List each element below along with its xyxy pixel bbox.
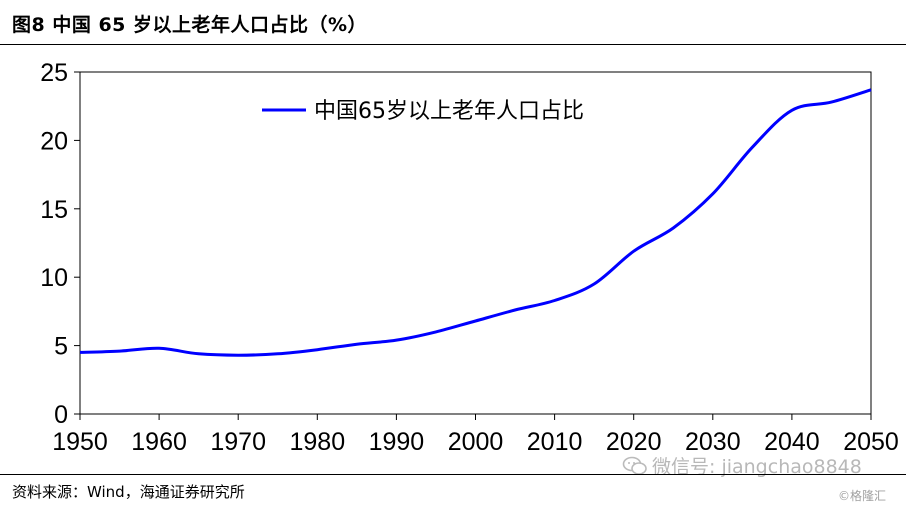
legend-label: 中国65岁以上老年人口占比 xyxy=(314,99,584,124)
wechat-icon xyxy=(622,456,647,475)
title-divider xyxy=(0,44,906,45)
x-tick-label: 1960 xyxy=(131,428,187,456)
line-chart: 0 5 10 15 20 25 1950 1960 1970 1980 1990 2000 2010 20… xyxy=(40,59,899,456)
y-tick-label: 20 xyxy=(40,127,68,155)
y-tick-label: 5 xyxy=(54,333,68,361)
x-tick-label: 2000 xyxy=(448,428,504,456)
x-tick-label: 1970 xyxy=(210,428,266,456)
x-tick-label: 2040 xyxy=(764,428,820,456)
wechat-watermark: 微信号: jiangchao8848 xyxy=(622,452,862,479)
x-tick-label: 1950 xyxy=(52,428,108,456)
x-tick-label: 2030 xyxy=(685,428,741,456)
x-tick-label: 2020 xyxy=(606,428,662,456)
x-tick-label: 2010 xyxy=(527,428,583,456)
y-tick-label: 25 xyxy=(40,59,68,87)
y-tick-label: 10 xyxy=(40,264,68,292)
x-tick-label: 2050 xyxy=(843,428,899,456)
series-line xyxy=(79,88,872,357)
y-tick-label: 15 xyxy=(40,196,68,224)
brand-watermark: ©格隆汇 xyxy=(838,489,887,503)
watermark-text: 微信号: jiangchao8848 xyxy=(652,456,862,478)
title-bar: 图8 中国 65 岁以上老年人口占比（%） xyxy=(0,0,906,44)
y-tick-label: 0 xyxy=(54,401,68,429)
x-tick-label: 1980 xyxy=(289,428,345,456)
figure-title: 图8 中国 65 岁以上老年人口占比（%） xyxy=(12,14,368,36)
source-note: 资料来源：Wind，海通证券研究所 xyxy=(12,483,245,501)
footer-divider xyxy=(0,474,906,475)
x-tick-label: 1990 xyxy=(369,428,425,456)
